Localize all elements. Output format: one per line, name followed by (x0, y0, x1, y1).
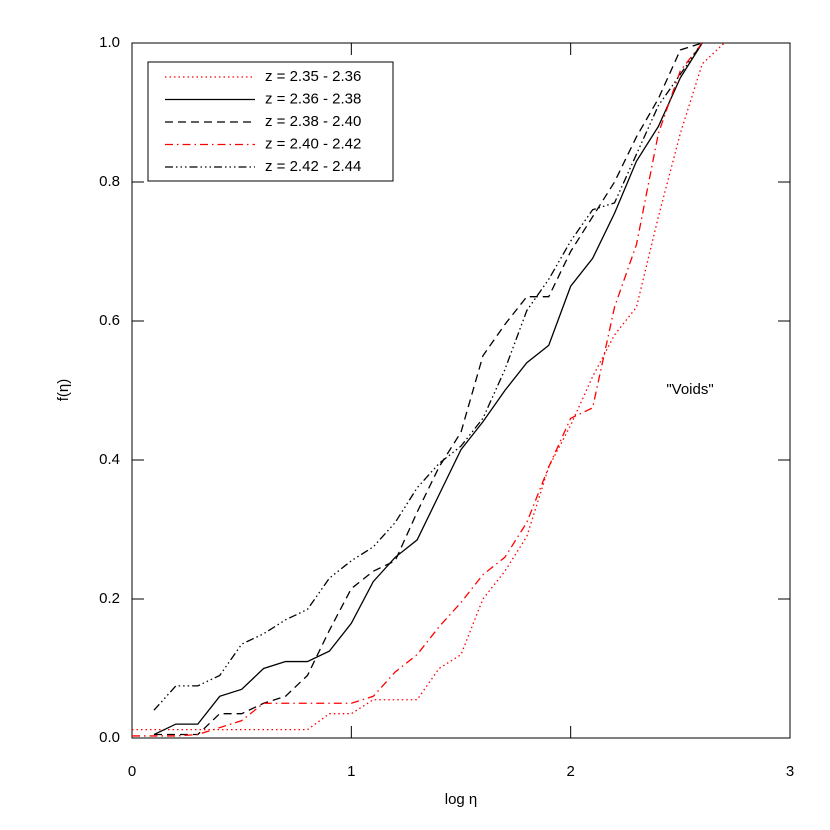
y-tick-label: 0.6 (99, 312, 120, 329)
y-tick-label: 0.0 (99, 729, 120, 746)
x-axis-label: log η (445, 791, 478, 808)
x-tick-label: 1 (347, 763, 355, 780)
series-line (132, 42, 703, 737)
legend-label: z = 2.42 - 2.44 (265, 158, 361, 175)
y-tick-label: 1.0 (99, 34, 120, 51)
legend-box (147, 61, 394, 182)
legend-label: z = 2.35 - 2.36 (265, 68, 361, 85)
legend-label: z = 2.38 - 2.40 (265, 113, 361, 130)
y-tick-label: 0.8 (99, 173, 120, 190)
series-line (153, 42, 703, 736)
legend-label: z = 2.40 - 2.42 (265, 135, 361, 152)
plot-frame (131, 42, 791, 739)
x-tick-label: 0 (128, 763, 136, 780)
series-line (153, 42, 703, 711)
x-tick-label: 2 (566, 763, 574, 780)
y-tick-label: 0.4 (99, 451, 120, 468)
legend-label: z = 2.36 - 2.38 (265, 90, 361, 107)
y-axis-label: f(η) (55, 379, 72, 402)
annotation: "Voids" (666, 381, 713, 398)
series-line (153, 42, 703, 736)
y-tick-label: 0.2 (99, 590, 120, 607)
x-tick-label: 3 (786, 763, 794, 780)
